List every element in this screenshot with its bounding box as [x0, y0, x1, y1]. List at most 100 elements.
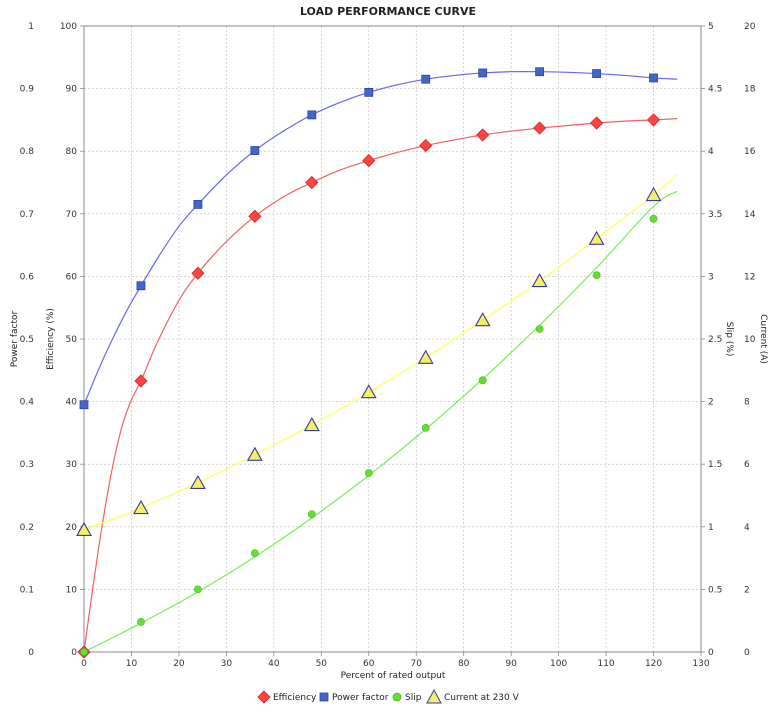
slip-tick-label: 0 [708, 648, 714, 658]
x-tick-label: 120 [645, 659, 662, 669]
legend-marker-current [426, 688, 442, 704]
slip-point [80, 648, 88, 656]
axes: 0 10 20 30 40 50 60 70 80 90 100 110 120 13000.10.20.… [20, 22, 756, 669]
current-at-230-v-point [246, 446, 263, 461]
current-tick-label: 20 [744, 22, 756, 32]
legend-label-efficiency: Efficiency [273, 693, 317, 703]
power-factor-point [592, 69, 601, 78]
legend-item-power-factor: Power factor [319, 692, 389, 703]
efficiency-point [305, 175, 319, 190]
power-factor-tick-label: 0.6 [20, 272, 35, 282]
power-factor-tick-label: 0.1 [20, 585, 34, 595]
slip-point [649, 214, 658, 223]
slip-axis-label: Slip (%) [724, 322, 734, 357]
efficiency-tick-label: 20 [66, 523, 78, 533]
slip-point [250, 549, 259, 557]
slip-tick-label: 1.5 [708, 460, 722, 470]
power-factor-point [136, 281, 146, 291]
current-axis-label: Current (A) [758, 314, 768, 364]
power-factor-point [478, 68, 488, 78]
slip-point [592, 271, 601, 280]
x-tick-label: 110 [597, 659, 614, 669]
current-tick-label: 6 [744, 460, 750, 470]
x-tick-label: 60 [363, 659, 375, 669]
slip-tick-label: 2.5 [708, 335, 722, 345]
x-tick-label: 70 [411, 659, 423, 669]
power-factor-point [649, 73, 658, 83]
efficiency-tick-label: 30 [66, 460, 78, 470]
efficiency-point [248, 209, 262, 223]
slip-tick-label: 0.5 [708, 585, 722, 595]
current-at-230-v-curve [83, 174, 678, 531]
efficiency-point [191, 266, 205, 280]
current-tick-label: 8 [744, 398, 750, 408]
curve-lines [83, 70, 678, 653]
slip-point [421, 423, 430, 432]
efficiency-tick-label: 80 [66, 147, 78, 157]
slip-tick-label: 1 [708, 523, 714, 533]
current-tick-label: 0 [744, 648, 750, 658]
data-markers [76, 67, 662, 659]
current-tick-label: 2 [744, 585, 750, 595]
current-tick-label: 16 [744, 147, 756, 157]
power-factor-tick-label: 0.4 [20, 398, 35, 408]
grid-lines [84, 26, 701, 652]
x-tick-label: 100 [550, 659, 567, 669]
slip-point [137, 618, 145, 626]
legend-item-slip: Slip [392, 692, 422, 703]
power-factor-point [307, 110, 317, 120]
current-tick-label: 4 [744, 523, 750, 533]
power-factor-curve [83, 70, 678, 405]
efficiency-tick-label: 10 [66, 585, 78, 595]
current-tick-label: 14 [744, 210, 756, 220]
current-tick-label: 10 [744, 335, 756, 345]
power-factor-point [193, 200, 203, 209]
power-factor-tick-label: 0.7 [20, 210, 34, 220]
slip-tick-label: 4 [708, 147, 714, 157]
x-tick-label: 30 [221, 659, 233, 669]
chart-title: LOAD PERFORMANCE CURVE [300, 5, 476, 18]
current-at-230-v-point [474, 312, 491, 327]
current-at-230-v-point [76, 521, 92, 536]
slip-tick-label: 3.5 [708, 210, 722, 220]
current-tick-label: 18 [744, 85, 756, 95]
legend-marker-slip [392, 692, 402, 702]
power-factor-tick-label: 0.3 [20, 460, 34, 470]
slip-curve [83, 190, 678, 653]
slip-tick-label: 5 [708, 22, 714, 32]
legend: Efficiency Power factor Slip Current at … [257, 688, 520, 704]
power-factor-point [421, 74, 431, 84]
efficiency-tick-label: 90 [66, 85, 78, 95]
current-at-230-v-point [417, 349, 434, 364]
efficiency-point [134, 374, 148, 388]
slip-point [478, 376, 487, 385]
efficiency-curve [83, 118, 678, 653]
power-factor-axis-label: Power factor [10, 310, 20, 367]
x-tick-label: 50 [316, 659, 328, 669]
efficiency-tick-label: 50 [66, 335, 78, 345]
slip-point [194, 585, 202, 594]
efficiency-tick-label: 60 [66, 272, 78, 282]
current-at-230-v-point [645, 186, 662, 202]
efficiency-point [362, 154, 376, 168]
legend-item-efficiency: Efficiency [257, 690, 317, 704]
legend-marker-efficiency [257, 690, 271, 704]
x-tick-label: 130 [692, 659, 709, 669]
slip-point [307, 510, 316, 519]
current-at-230-v-point [303, 416, 320, 432]
power-factor-tick-label: 0.5 [20, 335, 34, 345]
efficiency-point [646, 113, 661, 127]
slip-tick-label: 2 [708, 398, 714, 408]
legend-item-current: Current at 230 V [426, 688, 520, 704]
power-factor-tick-label: 0.9 [20, 85, 35, 95]
x-axis-label: Percent of rated output [341, 671, 446, 681]
x-tick-label: 80 [458, 659, 470, 669]
current-tick-label: 12 [744, 272, 755, 282]
power-factor-point [250, 146, 260, 155]
x-tick-label: 0 [81, 659, 87, 669]
power-factor-tick-label: 0.8 [20, 147, 35, 157]
slip-tick-label: 3 [708, 272, 714, 282]
efficiency-point [419, 139, 433, 153]
legend-label-slip: Slip [405, 693, 422, 703]
